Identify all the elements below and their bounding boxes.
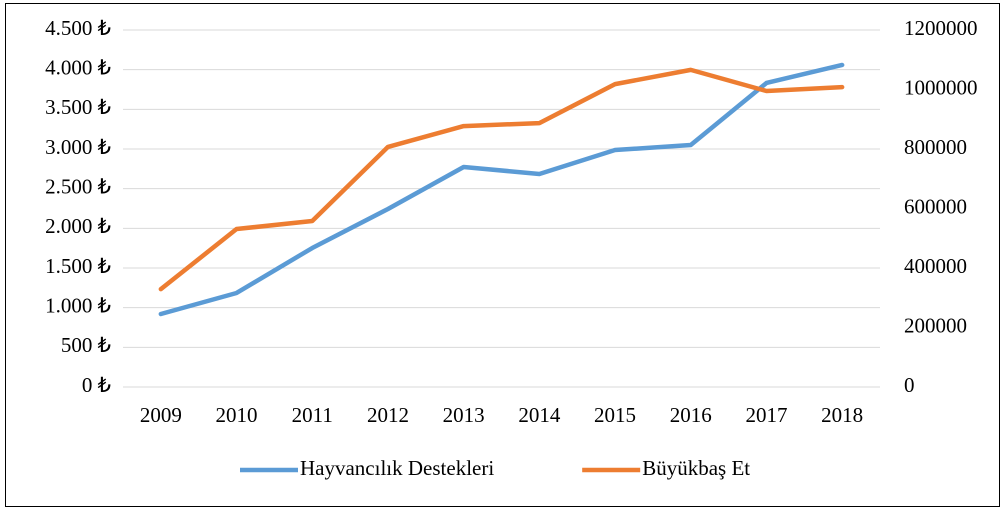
y2-tick-label: 1200000 — [904, 16, 978, 40]
y2-tick-label: 800000 — [904, 135, 967, 159]
y-tick-label: 3.000 ₺ — [45, 135, 111, 159]
legend-label: Hayvancılık Destekleri — [300, 456, 494, 480]
x-tick-label: 2017 — [745, 403, 787, 427]
x-tick-label: 2015 — [594, 403, 636, 427]
y-tick-label: 3.500 ₺ — [45, 95, 111, 119]
y-tick-label: 4.500 ₺ — [45, 16, 111, 40]
x-tick-label: 2009 — [140, 403, 182, 427]
y2-tick-label: 400000 — [904, 254, 967, 278]
x-tick-label: 2010 — [216, 403, 258, 427]
y-tick-label: 0 ₺ — [82, 373, 111, 397]
legend-label: Büyükbaş Et — [642, 456, 750, 480]
y-tick-label: 2.000 ₺ — [45, 214, 111, 238]
y-tick-label: 1.000 ₺ — [45, 293, 111, 317]
x-tick-label: 2011 — [292, 403, 333, 427]
x-tick-label: 2013 — [443, 403, 485, 427]
chart-frame — [5, 3, 1000, 507]
y-tick-label: 4.000 ₺ — [45, 55, 111, 79]
series-line — [158, 62, 845, 317]
y2-tick-label: 200000 — [904, 313, 967, 337]
y-tick-label: 500 ₺ — [61, 333, 111, 357]
y-tick-label: 1.500 ₺ — [45, 254, 111, 278]
x-tick-label: 2016 — [670, 403, 712, 427]
x-tick-label: 2018 — [821, 403, 863, 427]
x-tick-label: 2012 — [367, 403, 409, 427]
y2-tick-label: 0 — [904, 373, 915, 397]
x-tick-label: 2014 — [518, 403, 561, 427]
y-tick-label: 2.500 ₺ — [45, 174, 111, 198]
series-line — [158, 67, 845, 292]
y2-tick-label: 600000 — [904, 194, 967, 218]
y2-tick-label: 1000000 — [904, 75, 978, 99]
